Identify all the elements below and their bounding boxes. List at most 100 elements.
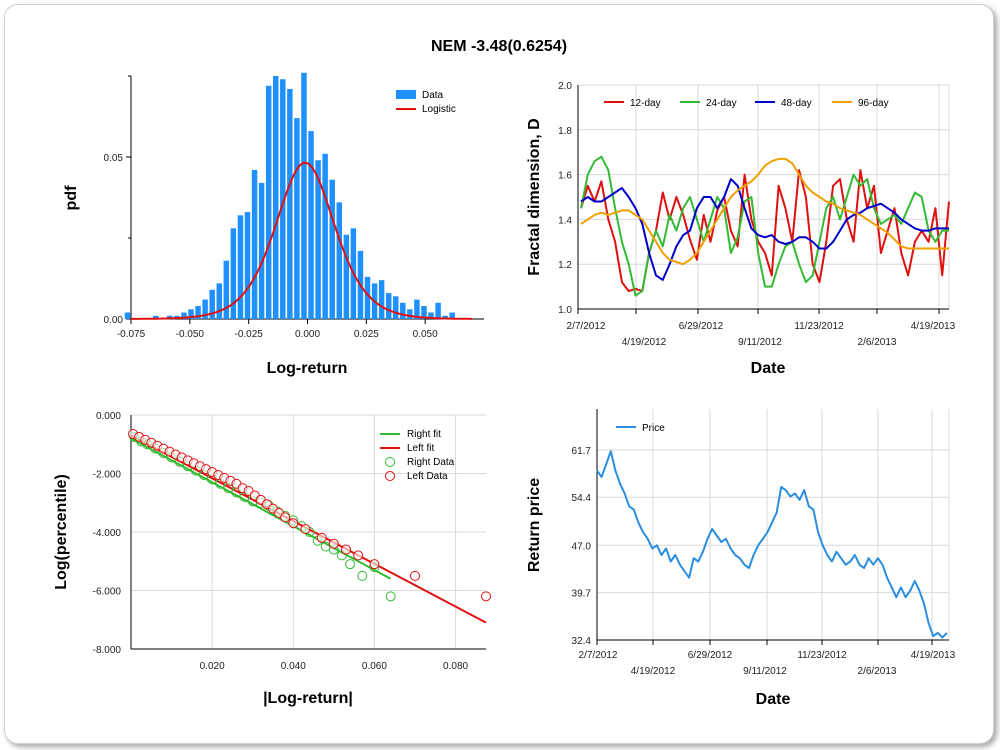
x-tick-label: 0.060: [362, 661, 387, 672]
y-tick-label: 1.4: [558, 215, 572, 226]
x-tick-label: 2/6/2013: [858, 666, 897, 677]
left-data-point: [481, 591, 491, 602]
x-tick-label: 6/29/2012: [679, 321, 724, 332]
y-tick-label: 39.7: [572, 589, 592, 600]
x-tick-label: -0.025: [234, 329, 263, 340]
figure-title: NEM -3.48(0.6254): [431, 38, 567, 55]
x-tick-label: 4/19/2013: [911, 321, 956, 332]
x-tick-label: 0.020: [200, 661, 225, 672]
tail-fit-panel: 0.000 -2.000 -4.000 -6.000 -8.000 0.020 0.040 0…: [53, 411, 491, 707]
y-tick-label: 61.7: [572, 446, 592, 457]
legend-label-24-day: 24-day: [706, 98, 737, 109]
histogram-bar: [428, 312, 434, 319]
series-line-24-day: [580, 155, 949, 297]
x-tick-label: 0.000: [295, 329, 320, 340]
legend-label-logistic: Logistic: [422, 104, 456, 115]
x-tick-label: 2/6/2013: [858, 337, 897, 348]
left-data-point: [369, 559, 380, 570]
y-axis-title: Return price: [526, 478, 543, 572]
y-axis-title: Fractal dimension, D: [526, 118, 543, 275]
histogram-bar: [449, 312, 455, 319]
y-tick-label: 54.4: [572, 493, 592, 504]
histogram-bar: [407, 309, 413, 319]
y-tick-label: 2.0: [558, 81, 572, 92]
legend-swatch-right-data: [385, 457, 395, 467]
y-tick-label: 1.0: [558, 305, 572, 316]
y-tick-label: 1.8: [558, 126, 572, 137]
right-data-point: [357, 570, 368, 581]
right-data-point: [385, 591, 396, 602]
histogram-bar: [244, 212, 251, 319]
y-tick-label: -4.000: [93, 528, 122, 539]
figure-canvas: NEM -3.48(0.6254) 0.00 0.05 -0.075 -0.050 -0…: [53, 38, 956, 708]
left-data-point: [280, 512, 291, 523]
series-line-48-day: [580, 178, 949, 281]
y-tick-label: 0.000: [96, 411, 121, 422]
y-tick-label: -8.000: [93, 645, 122, 656]
price-panel: 32.4 39.7 47.0 54.4 61.7 2/7/2012 6/29/2012 11/…: [526, 409, 956, 708]
y-tick-label: -6.000: [93, 587, 122, 598]
histogram-bar: [414, 299, 420, 319]
histogram-bar: [280, 79, 286, 320]
x-tick-label: -0.050: [176, 329, 205, 340]
x-tick-label: 11/23/2012: [797, 650, 847, 661]
histogram-bar: [329, 179, 335, 319]
histogram-bar: [195, 306, 201, 319]
histogram-bar: [442, 315, 448, 319]
legend-swatch-data: [396, 90, 416, 99]
legend-label-12-day: 12-day: [630, 98, 661, 109]
histogram-bar: [336, 202, 342, 319]
y-tick-label: 47.0: [572, 541, 592, 552]
x-tick-label: 9/11/2012: [738, 337, 782, 348]
histogram-bar: [315, 160, 321, 319]
y-axis-title: Log(percentile): [53, 474, 70, 590]
histogram-bar: [209, 289, 215, 319]
histogram-bar: [378, 280, 385, 319]
histogram-bar: [124, 312, 131, 319]
histogram-bar: [385, 293, 392, 319]
histogram-bar: [273, 76, 279, 319]
legend-label-data: Data: [422, 90, 444, 101]
histogram-bar: [152, 315, 159, 319]
histogram-bar: [421, 306, 427, 319]
left-data-point: [328, 538, 339, 549]
x-tick-label: 4/19/2013: [911, 650, 956, 661]
left-data-point: [410, 570, 420, 581]
legend-label-48-day: 48-day: [781, 98, 812, 109]
fractal-dimension-panel: 1.0 1.2 1.4 1.6 1.8 2.0 2/7/2012 6/29/2012 11/23…: [526, 81, 956, 377]
price-line: [596, 450, 948, 639]
histogram-bar: [265, 85, 272, 319]
legend-label-right-fit: Right fit: [407, 429, 441, 440]
legend-label-left-fit: Left fit: [407, 443, 434, 454]
legend-swatch-left-data: [385, 471, 395, 481]
x-tick-label: 9/11/2012: [743, 666, 787, 677]
x-tick-label: 0.050: [413, 329, 438, 340]
histogram-bar: [294, 118, 300, 320]
x-axis-title: |Log-return|: [263, 690, 353, 707]
histogram-bar: [343, 234, 350, 319]
y-tick-label: 0.05: [104, 153, 124, 164]
left-data-point: [341, 544, 352, 555]
histogram-bar: [258, 182, 265, 319]
y-tick-label: 0.00: [104, 315, 124, 326]
x-tick-label: 2/7/2012: [567, 321, 606, 332]
x-tick-label: 11/23/2012: [794, 321, 844, 332]
x-axis-title: Date: [756, 691, 791, 708]
y-tick-label: 32.4: [572, 636, 592, 647]
histogram-bar: [322, 153, 328, 319]
histogram-bar: [435, 302, 441, 319]
histogram-bar: [308, 131, 314, 319]
histogram-bar: [301, 72, 307, 319]
histogram-bar: [188, 309, 194, 319]
y-axis-title: pdf: [63, 185, 80, 211]
left-data-point: [316, 532, 327, 543]
left-data-point: [353, 550, 364, 561]
legend-label-96-day: 96-day: [858, 98, 889, 109]
histogram-bar: [202, 299, 208, 319]
x-tick-label: 4/19/2012: [622, 337, 667, 348]
y-tick-label: 1.6: [558, 171, 572, 182]
x-axis-title: Date: [751, 360, 786, 377]
x-tick-label: 0.080: [443, 661, 468, 672]
histogram-bar: [364, 276, 371, 319]
histogram-bar: [216, 283, 222, 319]
